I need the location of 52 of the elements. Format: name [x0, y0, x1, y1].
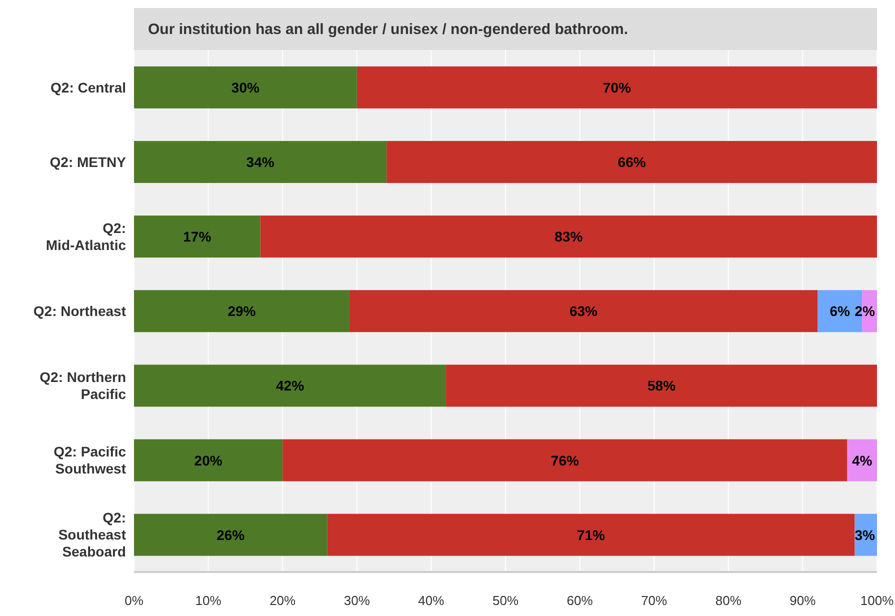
- bar: [386, 140, 877, 183]
- bar: [134, 364, 446, 407]
- data-label: 20%: [194, 452, 223, 468]
- x-tick-label: 50%: [492, 593, 519, 608]
- data-label: 29%: [228, 303, 256, 320]
- bar: [134, 439, 283, 482]
- data-label: 4%: [852, 452, 873, 468]
- x-tick-label: 100%: [860, 593, 894, 608]
- data-label: 83%: [554, 228, 584, 245]
- data-label: 63%: [570, 303, 598, 320]
- y-tick-label: Q2: Northeast: [33, 303, 126, 319]
- bar: [847, 439, 877, 482]
- y-tick-label: Q2: Central: [50, 79, 126, 96]
- bar: [260, 216, 877, 258]
- x-tick-label: 70%: [641, 593, 668, 608]
- bar: [282, 439, 848, 482]
- y-tick-label: Q2: Mid-Atlantic: [46, 220, 126, 253]
- data-label: 42%: [276, 378, 305, 394]
- x-tick-label: 0%: [124, 593, 144, 608]
- x-tick-label: 80%: [715, 593, 742, 608]
- y-tick-label: Q2: Pacific Southwest: [54, 444, 126, 477]
- bar: [134, 66, 357, 108]
- data-label: 6%: [830, 303, 851, 320]
- bar: [356, 66, 877, 108]
- bar: [134, 290, 350, 332]
- x-tick-label: 20%: [270, 593, 296, 608]
- x-tick-label: 90%: [790, 593, 816, 608]
- x-tick-label: 60%: [566, 593, 594, 608]
- data-label: 58%: [648, 378, 676, 394]
- x-tick-label: 10%: [195, 593, 222, 608]
- chart-title: Our institution has an all gender / unisex / non-gendered bathroom.: [134, 8, 877, 50]
- bar: [134, 140, 387, 183]
- data-label: 30%: [231, 79, 260, 96]
- y-tick-label: Q2: METNY: [50, 154, 127, 170]
- data-label: 2%: [854, 303, 876, 320]
- data-label: 76%: [550, 452, 580, 468]
- data-label: 66%: [618, 154, 646, 170]
- y-tick-label: Q2: Northern Pacific: [40, 369, 126, 402]
- data-label: 17%: [183, 228, 212, 245]
- x-tick-label: 40%: [418, 593, 445, 608]
- x-tick-label: 30%: [344, 593, 370, 608]
- bar: [134, 216, 260, 258]
- data-label: 3%: [854, 526, 876, 543]
- bar: [446, 364, 877, 407]
- bar: [327, 514, 855, 556]
- data-label: 71%: [576, 526, 606, 543]
- y-tick-label: Q2: Southeast Seaboard: [58, 510, 126, 560]
- data-label: 70%: [602, 79, 632, 96]
- data-label: 26%: [216, 526, 246, 543]
- data-label: 34%: [246, 154, 275, 170]
- bar: [349, 290, 818, 332]
- bar: [134, 514, 328, 556]
